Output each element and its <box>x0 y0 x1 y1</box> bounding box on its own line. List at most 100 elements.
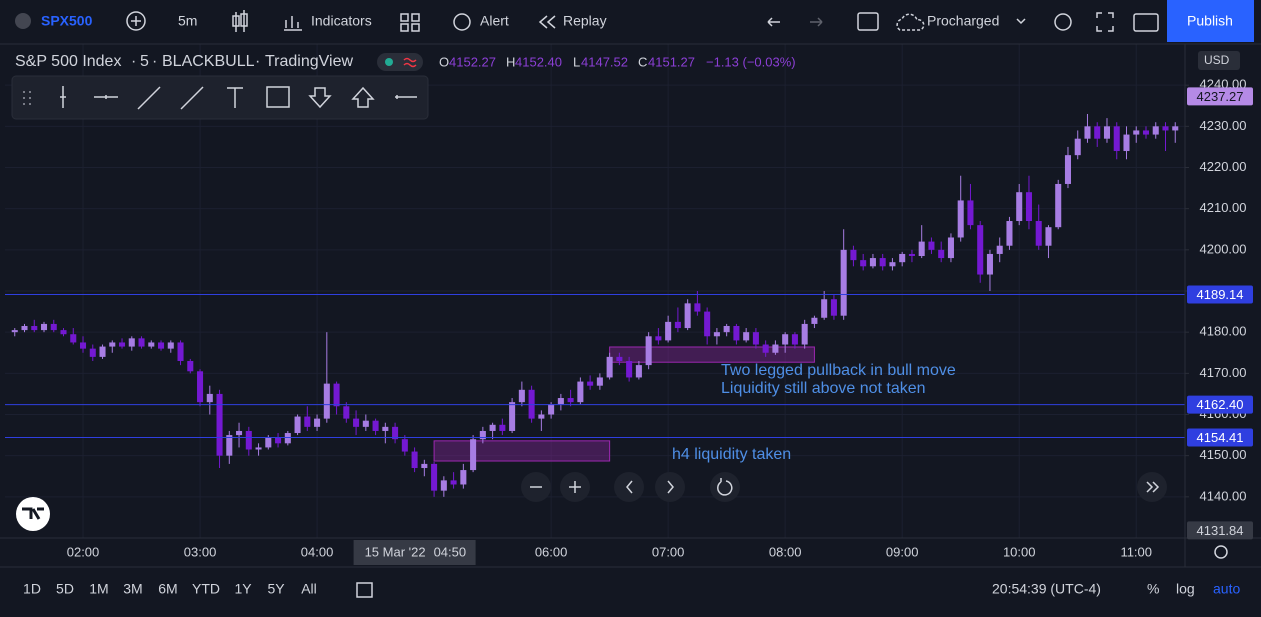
scroll-left-button[interactable] <box>614 472 644 502</box>
candle-body <box>31 325 38 331</box>
snapshot-button[interactable] <box>1133 13 1159 32</box>
candle-body <box>128 338 135 347</box>
compare-button[interactable] <box>126 11 146 31</box>
candle-body <box>840 249 847 316</box>
candle-body <box>918 241 925 257</box>
log-toggle[interactable]: log <box>1176 581 1195 597</box>
y-tick-label: 4200.00 <box>1200 241 1247 256</box>
candle-body <box>323 383 330 419</box>
publish-button[interactable] <box>1167 0 1254 42</box>
settings-button[interactable] <box>1054 13 1072 31</box>
candle-body <box>899 253 906 263</box>
drag-handle[interactable] <box>23 91 31 105</box>
status-dot <box>385 58 393 66</box>
status-pill[interactable] <box>377 53 423 71</box>
candle-body <box>138 338 145 347</box>
candle-body <box>70 334 77 343</box>
indicators-button[interactable]: Indicators <box>311 13 372 29</box>
timeframe-button[interactable]: 1D <box>23 581 41 597</box>
timeframe-button[interactable]: 3M <box>123 581 142 597</box>
zone-box[interactable] <box>433 440 611 462</box>
undo-button[interactable] <box>767 17 780 27</box>
annotation[interactable]: Liquidity still above not taken <box>721 380 926 397</box>
percent-toggle[interactable]: % <box>1147 581 1159 597</box>
legend-broker: BLACKBULL <box>162 53 255 70</box>
date-range-button[interactable] <box>356 582 373 598</box>
price-label-bg <box>1187 521 1253 540</box>
text-tool[interactable] <box>227 87 243 108</box>
annotation[interactable]: h4 liquidity taken <box>672 446 791 463</box>
timeframe-button[interactable]: 5D <box>56 581 74 597</box>
replay-button[interactable]: Replay <box>563 13 607 29</box>
y-tick-label: 4180.00 <box>1200 324 1247 339</box>
price-label: 4237.27 <box>1197 89 1244 104</box>
candle-body <box>830 299 837 316</box>
symbol[interactable]: SPX500 <box>41 13 93 29</box>
cloud-icon <box>896 13 925 31</box>
fullscreen-button[interactable] <box>857 12 879 31</box>
crosshair-time-bg <box>353 540 476 565</box>
candle-body <box>977 225 984 275</box>
timeframe-button[interactable]: 6M <box>158 581 177 597</box>
x-tick-label: 10:00 <box>1003 544 1036 559</box>
y-tick-label: 4150.00 <box>1200 447 1247 462</box>
candle-body <box>216 393 223 456</box>
candle-body <box>421 463 428 469</box>
candle-body <box>489 424 496 431</box>
templates-button[interactable] <box>400 13 420 32</box>
scroll-right-button[interactable] <box>655 472 685 502</box>
maximize-button[interactable] <box>1096 12 1114 32</box>
candle-body <box>382 426 389 431</box>
timeframe-button[interactable]: 1M <box>89 581 108 597</box>
legend: S&P 500 Index · 5 · BLACKBULL · TradingV… <box>15 53 796 71</box>
horizontal-ray-tool[interactable] <box>94 95 118 99</box>
candle-body <box>1055 183 1062 228</box>
price-line-tool[interactable] <box>395 95 417 99</box>
candle-body <box>1103 126 1111 139</box>
drawing-toolbar-panel <box>11 75 429 120</box>
candle-body <box>704 311 711 337</box>
tv-logo[interactable] <box>16 497 50 531</box>
candle-body <box>206 393 213 403</box>
candle-body <box>957 200 964 238</box>
ohlc-value: 4151.27 <box>648 54 695 69</box>
candle-body <box>879 258 886 267</box>
arrow-down-tool[interactable] <box>308 87 332 109</box>
chart-type-button[interactable] <box>232 10 248 32</box>
candle-body <box>177 342 184 361</box>
candle-body <box>743 332 750 341</box>
reset-icon <box>717 478 733 496</box>
arrow-up-tool[interactable] <box>351 86 375 108</box>
zone-box[interactable] <box>609 346 815 363</box>
x-tick-label: 07:00 <box>652 544 685 559</box>
candle-body <box>1162 126 1169 131</box>
annotation[interactable]: Two legged pullback in bull move <box>721 362 956 379</box>
candle-body <box>265 437 272 448</box>
candle-body <box>79 342 87 349</box>
plot: Two legged pullback in bull moveLiquidit… <box>5 44 1185 538</box>
alert-button[interactable]: Alert <box>480 13 509 29</box>
reset-button[interactable] <box>710 472 740 502</box>
candle-body <box>1084 126 1091 139</box>
auto-toggle[interactable]: auto <box>1213 581 1240 597</box>
timeframe-button[interactable]: YTD <box>192 581 220 597</box>
candle-body <box>811 317 818 324</box>
line-tool[interactable] <box>180 86 204 110</box>
interval[interactable]: 5m <box>178 13 197 29</box>
layout-button[interactable]: Procharged <box>927 13 999 29</box>
y-tick-label: 4170.00 <box>1200 365 1247 380</box>
timeframe-button[interactable]: All <box>301 581 317 597</box>
x-tick-label: 02:00 <box>67 544 100 559</box>
trend-line-tool[interactable] <box>137 86 161 110</box>
redo-button[interactable] <box>810 17 823 27</box>
currency-button[interactable] <box>1198 51 1240 70</box>
rectangle-tool[interactable] <box>266 86 290 108</box>
timeframe-button[interactable]: 5Y <box>267 581 285 597</box>
candle-body <box>723 325 730 333</box>
axis-settings[interactable] <box>1214 545 1228 559</box>
candle-body <box>996 245 1003 254</box>
timeframe-button[interactable]: 1Y <box>234 581 252 597</box>
candle-body <box>392 426 399 440</box>
vertical-line-tool[interactable] <box>60 86 66 108</box>
tv-logo-mark <box>22 507 44 520</box>
